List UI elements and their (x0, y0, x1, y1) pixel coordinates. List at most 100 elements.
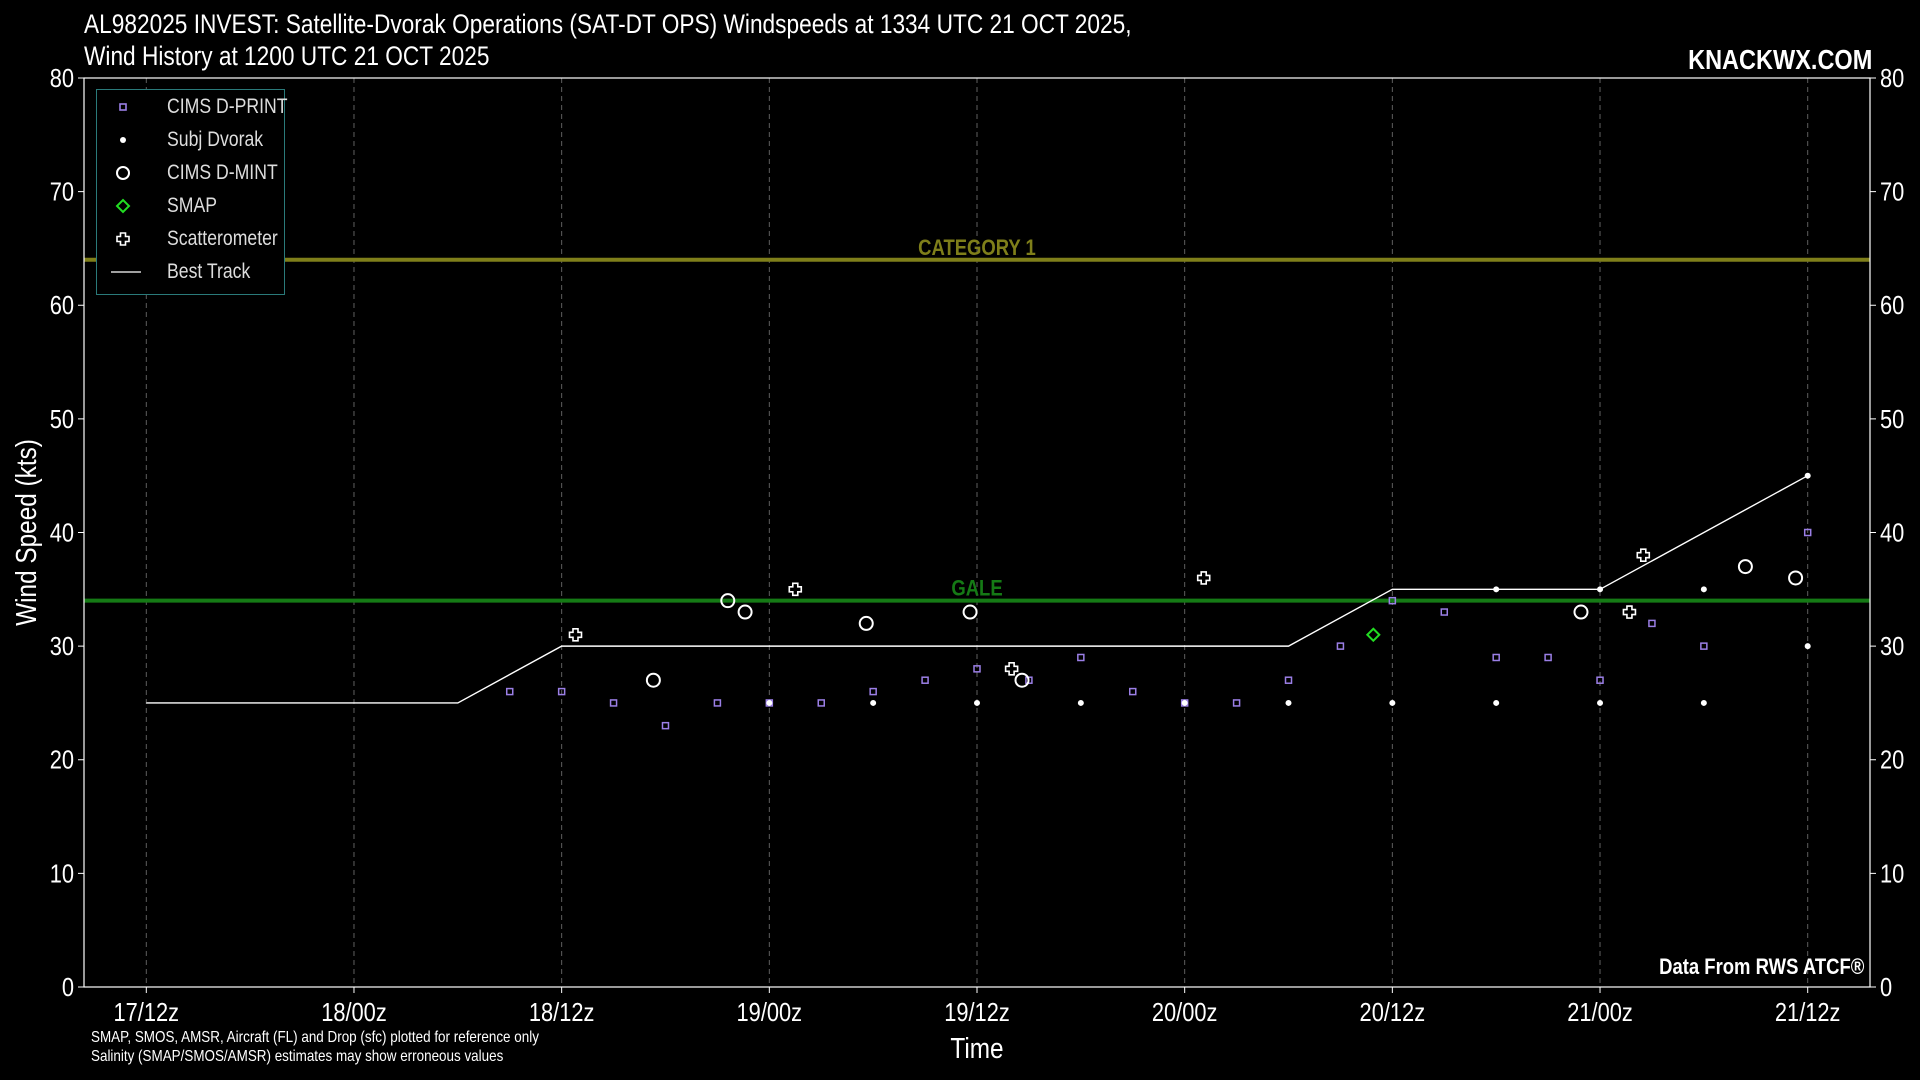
x-tick-label: 21/00z (1567, 998, 1633, 1027)
y-axis-label: Wind Speed (kts) (10, 439, 42, 626)
dprint-point (921, 676, 929, 684)
footnote-line-1: SMAP, SMOS, AMSR, Aircraft (FL) and Drop… (91, 1029, 539, 1046)
subj-dvorak-point (974, 699, 980, 706)
chart-legend: CIMS D-PRINT Subj Dvorak CIMS D-MINT SMA… (96, 89, 288, 295)
x-tick-label: 19/12z (944, 998, 1010, 1027)
dmint-point (1737, 559, 1753, 575)
legend-label: Best Track (167, 260, 251, 283)
x-tick-label: 20/12z (1360, 998, 1426, 1027)
dprint-point (1336, 642, 1345, 650)
subj-dvorak-point (1700, 699, 1707, 706)
x-axis-label: Time (950, 1032, 1003, 1064)
square-marker-icon (119, 103, 127, 111)
dmint-point (1014, 672, 1030, 688)
x-tick-label: 21/12z (1775, 998, 1841, 1027)
scatterometer-point (1004, 662, 1019, 676)
dprint-point (1388, 596, 1397, 605)
y-tick-label-right: 30 (1880, 632, 1904, 661)
x-tick-label: 20/00z (1152, 998, 1218, 1027)
dprint-point (1803, 528, 1812, 537)
y-tick-label-right: 60 (1880, 292, 1904, 321)
legend-label: CIMS D-MINT (167, 161, 278, 184)
y-tick-label-right: 20 (1880, 746, 1904, 775)
smap-point (1365, 627, 1381, 643)
dot-marker-icon (120, 137, 126, 143)
legend-item-dmint: CIMS D-MINT (97, 158, 284, 188)
reference-label: GALE (951, 577, 1002, 601)
footnote-line-2: Salinity (SMAP/SMOS/AMSR) estimates may … (91, 1048, 504, 1065)
subj-dvorak-point (870, 699, 877, 706)
subj-dvorak-point (1700, 586, 1707, 593)
subj-dvorak-point (1804, 643, 1811, 650)
dmint-point (720, 593, 736, 609)
y-tick-label-right: 80 (1880, 64, 1904, 93)
plot-frame (83, 77, 1871, 988)
circle-marker-icon (116, 166, 130, 180)
diamond-marker-icon (115, 198, 131, 214)
x-tick-label: 17/12z (114, 998, 180, 1027)
legend-item-smap: SMAP (97, 191, 284, 221)
chart-title: AL982025 INVEST: Satellite-Dvorak Operat… (84, 8, 1132, 72)
y-tick-label: 80 (50, 64, 74, 93)
dprint-point (973, 665, 981, 673)
y-tick-label: 30 (50, 632, 74, 661)
dprint-point (1544, 653, 1552, 662)
y-tick-label: 70 (50, 178, 74, 207)
dprint-point (557, 687, 566, 696)
dprint-point (1077, 653, 1085, 662)
legend-label: Scatterometer (167, 227, 278, 250)
subj-dvorak-point (1493, 699, 1500, 706)
y-tick-label: 60 (50, 292, 74, 321)
title-line-1: AL982025 INVEST: Satellite-Dvorak Operat… (84, 9, 1132, 39)
dprint-point (1025, 676, 1033, 684)
dprint-point (1492, 653, 1500, 662)
dprint-point (505, 687, 514, 696)
dmint-point (962, 604, 978, 620)
best-track-line (146, 475, 1809, 704)
dmint-point (645, 672, 661, 688)
x-tick-label: 19/00z (737, 998, 803, 1027)
dprint-point (1648, 619, 1656, 628)
subj-dvorak-point (1597, 699, 1604, 706)
brand-label: KNACKWX.COM (1687, 44, 1872, 75)
data-credit: Data From RWS ATCF® (1658, 954, 1864, 979)
legend-label: SMAP (167, 194, 217, 217)
x-tick-label: 18/12z (529, 998, 595, 1027)
dprint-point (713, 699, 722, 707)
y-tick-label: 50 (50, 405, 74, 434)
y-tick-label: 10 (50, 860, 74, 889)
dmint-point (858, 615, 874, 631)
scatterometer-point (1196, 571, 1211, 585)
dprint-point (1232, 699, 1241, 707)
y-tick-label-right: 40 (1880, 519, 1904, 548)
subj-dvorak-point (766, 699, 773, 706)
dprint-point (1284, 676, 1293, 684)
y-tick-label-right: 10 (1880, 860, 1904, 889)
dprint-point (609, 699, 618, 707)
scatterometer-point (1622, 605, 1637, 619)
dmint-point (1573, 604, 1589, 620)
legend-label: Subj Dvorak (167, 128, 264, 151)
y-tick-label: 0 (62, 973, 74, 1002)
subj-dvorak-point (1285, 699, 1292, 706)
legend-item-dprint: CIMS D-PRINT (97, 92, 288, 122)
line-marker-icon (111, 271, 141, 273)
dprint-point (1596, 676, 1604, 684)
dprint-point (661, 721, 670, 730)
dprint-point (1440, 608, 1449, 616)
subj-dvorak-point (1181, 699, 1188, 706)
dprint-point (1700, 642, 1708, 650)
scatterometer-point (788, 582, 803, 597)
subj-dvorak-point (1077, 699, 1084, 706)
legend-item-best-track: Best Track (97, 257, 284, 287)
legend-item-subj-dvorak: Subj Dvorak (97, 125, 284, 155)
legend-item-scatterometer: Scatterometer (97, 224, 284, 254)
scatterometer-point (1636, 548, 1651, 563)
y-tick-label-right: 70 (1880, 178, 1904, 207)
title-line-2: Wind History at 1200 UTC 21 OCT 2025 (84, 41, 490, 71)
dprint-point (1129, 687, 1137, 696)
x-tick-label: 18/00z (321, 998, 387, 1027)
y-tick-label: 40 (50, 519, 74, 548)
dprint-point (817, 699, 825, 707)
